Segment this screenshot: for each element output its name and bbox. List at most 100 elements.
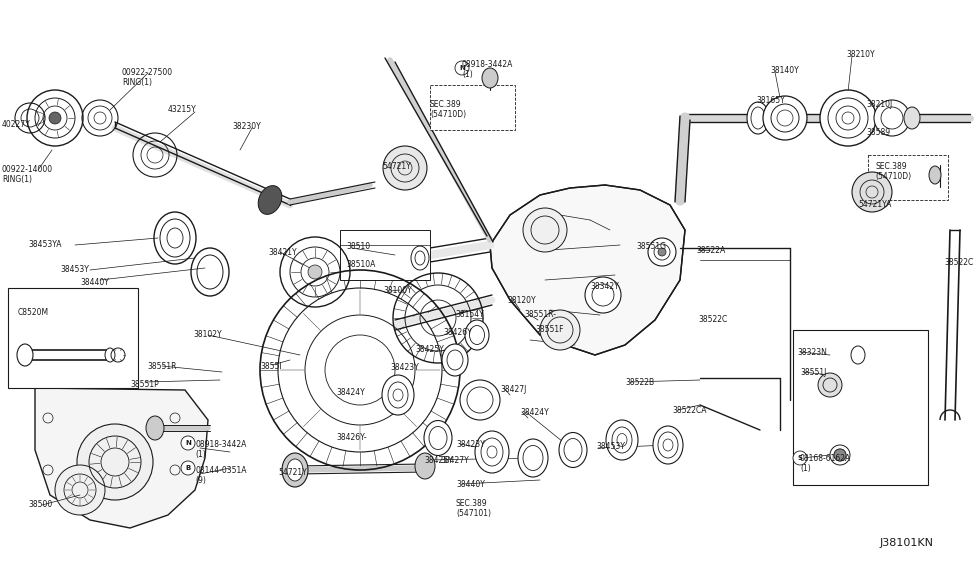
Text: 38425Y: 38425Y [424, 456, 452, 465]
Circle shape [383, 146, 427, 190]
Text: 38210J: 38210J [866, 100, 892, 109]
Bar [340, 230, 430, 280]
Text: 38165Y: 38165Y [756, 96, 785, 105]
Circle shape [540, 310, 580, 350]
Text: 38453Y: 38453Y [60, 265, 89, 274]
Ellipse shape [606, 420, 638, 460]
Text: 38426Y: 38426Y [443, 328, 472, 337]
Text: 38510: 38510 [346, 242, 370, 251]
Text: 38453Y: 38453Y [596, 442, 625, 451]
Text: 54721YA: 54721YA [858, 200, 891, 209]
Text: 08168-6162A
(1): 08168-6162A (1) [800, 454, 851, 473]
Ellipse shape [653, 426, 683, 464]
Text: 38424Y: 38424Y [520, 408, 549, 417]
Text: 38551F: 38551F [535, 325, 564, 334]
Text: 38522A: 38522A [696, 246, 725, 255]
Text: 3855I: 3855I [260, 362, 282, 371]
Circle shape [606, 291, 614, 299]
Text: SEC.389
(54710D): SEC.389 (54710D) [430, 100, 466, 119]
Ellipse shape [929, 166, 941, 184]
Circle shape [460, 380, 500, 420]
Text: N: N [185, 440, 191, 446]
Text: 38522CA: 38522CA [672, 406, 707, 415]
Text: B: B [185, 465, 191, 471]
Circle shape [49, 112, 61, 124]
Text: 38440Y: 38440Y [80, 278, 109, 287]
Text: N: N [459, 65, 465, 71]
Text: 43215Y: 43215Y [168, 105, 197, 114]
Bar [868, 155, 948, 200]
Circle shape [820, 90, 876, 146]
Ellipse shape [747, 102, 769, 134]
Polygon shape [35, 388, 208, 528]
Text: J38101KN: J38101KN [880, 538, 934, 548]
Text: 40227Y: 40227Y [2, 120, 31, 129]
Ellipse shape [475, 431, 509, 473]
Bar [8, 288, 138, 388]
Text: 38421Y: 38421Y [268, 248, 296, 257]
Text: 38522B: 38522B [625, 378, 654, 387]
Ellipse shape [482, 68, 498, 88]
Text: 38423Y: 38423Y [390, 363, 418, 372]
Text: 38100Y: 38100Y [383, 286, 411, 295]
Circle shape [834, 449, 846, 461]
Ellipse shape [818, 373, 842, 397]
Circle shape [308, 265, 322, 279]
Text: 38323N: 38323N [797, 348, 827, 357]
Text: 38551R-: 38551R- [524, 310, 556, 319]
Text: 38426Y-: 38426Y- [336, 433, 367, 442]
Ellipse shape [559, 432, 587, 468]
Text: 00922-27500
RING(1): 00922-27500 RING(1) [122, 68, 174, 87]
Circle shape [793, 451, 807, 465]
Text: 38522C: 38522C [698, 315, 727, 324]
Text: 38230Y: 38230Y [232, 122, 260, 131]
Ellipse shape [282, 453, 308, 487]
Ellipse shape [415, 453, 435, 479]
Ellipse shape [146, 416, 164, 440]
Text: S: S [798, 455, 802, 461]
Text: 08144-0351A
(9): 08144-0351A (9) [195, 466, 247, 486]
Text: 38551R: 38551R [147, 362, 176, 371]
Text: SEC.389
(547101): SEC.389 (547101) [456, 499, 491, 518]
Text: 38440Y: 38440Y [456, 480, 485, 489]
Text: 38342Y: 38342Y [590, 282, 619, 291]
Ellipse shape [424, 421, 452, 456]
Text: 38102Y: 38102Y [193, 330, 221, 339]
Circle shape [455, 61, 469, 75]
Ellipse shape [411, 246, 429, 270]
Circle shape [181, 461, 195, 475]
Text: 54721Y: 54721Y [382, 162, 410, 171]
Circle shape [874, 100, 910, 136]
Text: 00922-14000
RING(1): 00922-14000 RING(1) [2, 165, 53, 185]
Text: 38427Y: 38427Y [440, 456, 469, 465]
Ellipse shape [851, 346, 865, 364]
Text: 08918-3442A
(1): 08918-3442A (1) [195, 440, 247, 460]
Text: 38210Y: 38210Y [846, 50, 875, 59]
Text: 38120Y: 38120Y [507, 296, 535, 305]
Circle shape [602, 287, 618, 303]
Circle shape [658, 248, 666, 256]
Circle shape [181, 436, 195, 450]
Text: 38551P: 38551P [130, 380, 159, 389]
Ellipse shape [105, 348, 115, 362]
Circle shape [852, 172, 892, 212]
Ellipse shape [518, 439, 548, 477]
Ellipse shape [904, 107, 920, 129]
Text: 38510A: 38510A [346, 260, 375, 269]
Ellipse shape [258, 186, 282, 215]
Circle shape [77, 424, 153, 500]
Circle shape [763, 96, 807, 140]
Circle shape [55, 465, 105, 515]
Ellipse shape [17, 344, 33, 366]
Text: 08918-3442A
(1): 08918-3442A (1) [462, 60, 514, 79]
Text: 38140Y: 38140Y [770, 66, 799, 75]
Ellipse shape [442, 344, 468, 376]
Circle shape [523, 208, 567, 252]
Bar [793, 330, 928, 485]
Text: 38522C: 38522C [944, 258, 973, 267]
Circle shape [585, 277, 621, 313]
Text: 38425Y: 38425Y [415, 345, 444, 354]
Text: 38427J: 38427J [500, 385, 526, 394]
Circle shape [648, 238, 676, 266]
Text: 38154Y: 38154Y [455, 310, 484, 319]
